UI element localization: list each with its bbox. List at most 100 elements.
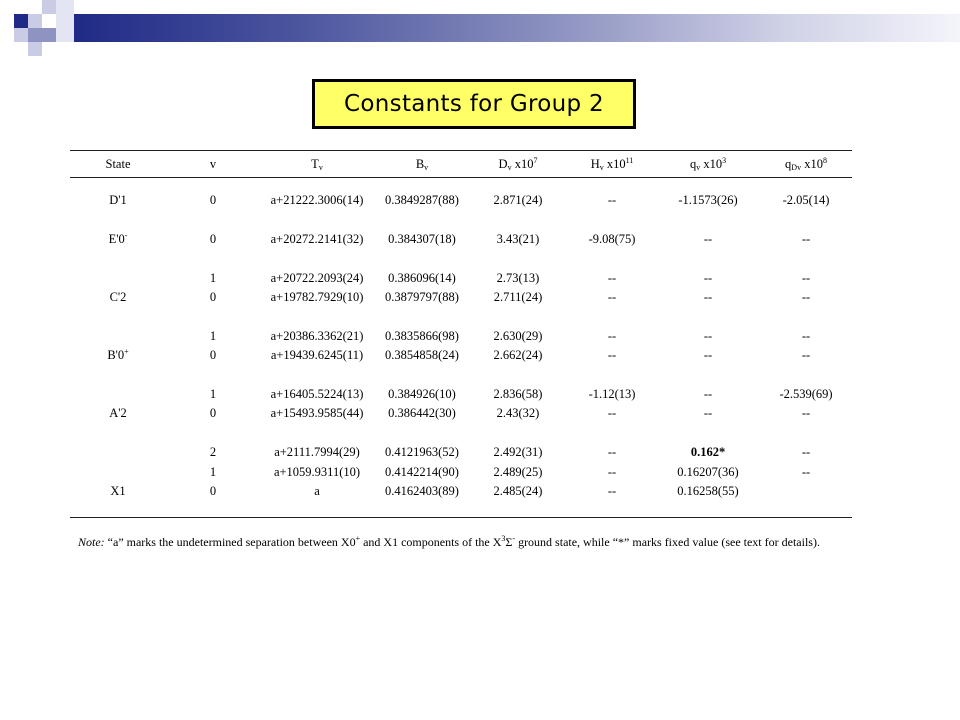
cell-bv: 0.386096(14) — [388, 271, 456, 285]
deco-square — [28, 42, 42, 56]
cell-v: 0 — [209, 484, 217, 498]
cell-qdv: -- — [801, 329, 811, 343]
cell-bv: 0.384926(10) — [388, 387, 456, 401]
cell-v: 1 — [209, 329, 217, 343]
cell-dv: 3.43(21) — [496, 232, 540, 246]
cell-tv: a+1059.9311(10) — [273, 465, 361, 479]
cell-qv: -1.1573(26) — [678, 193, 738, 207]
cell-qdv: -- — [801, 445, 811, 459]
cell-tv: a+19439.6245(11) — [270, 348, 364, 362]
state-label: X1 — [110, 484, 126, 498]
cell-v: 0 — [209, 348, 217, 362]
cell-tv: a+16405.5224(13) — [270, 387, 364, 401]
deco-square — [28, 14, 42, 28]
cell-v: 1 — [209, 387, 217, 401]
cell-hv: -- — [607, 484, 617, 498]
cell-dv: 2.489(25) — [493, 465, 543, 479]
cell-hv: -- — [607, 445, 617, 459]
cell-tv: a+20386.3362(21) — [270, 329, 364, 343]
cell-hv: -- — [607, 465, 617, 479]
cell-v: 0 — [209, 193, 217, 207]
cell-qdv: -2.539(69) — [779, 387, 833, 401]
table-top-rule — [70, 150, 852, 151]
table-bottom-rule — [70, 517, 852, 518]
cell-dv: 2.836(58) — [493, 387, 543, 401]
cell-bv: 0.4142214(90) — [385, 465, 459, 479]
cell-bv: 0.4121963(52) — [385, 445, 459, 459]
cell-hv: -1.12(13) — [588, 387, 636, 401]
cell-hv: -- — [607, 406, 617, 420]
deco-square — [42, 0, 56, 14]
cell-qv: -- — [703, 348, 713, 362]
cell-qdv: -- — [801, 232, 811, 246]
header-hv: Hv x1011 — [590, 156, 634, 172]
cell-bv: 0.386442(30) — [388, 406, 456, 420]
cell-qv: -- — [703, 271, 713, 285]
cell-qdv: -- — [801, 406, 811, 420]
cell-dv: 2.43(32) — [496, 406, 540, 420]
cell-dv: 2.485(24) — [493, 484, 543, 498]
header-band — [74, 14, 960, 42]
cell-bv: 0.4162403(89) — [385, 484, 459, 498]
cell-tv: a — [314, 484, 320, 498]
state-label: B'0+ — [107, 347, 129, 363]
cell-qdv: -- — [801, 465, 811, 479]
header-dv: Dv x107 — [498, 156, 538, 172]
cell-dv: 2.492(31) — [493, 445, 543, 459]
cell-bv: 0.384307(18) — [388, 232, 456, 246]
cell-dv: 2.662(24) — [493, 348, 543, 362]
slide-title: Constants for Group 2 — [312, 79, 636, 129]
cell-hv: -- — [607, 193, 617, 207]
header-state: State — [105, 157, 131, 171]
cell-dv: 2.73(13) — [496, 271, 540, 285]
table-header-rule — [70, 177, 852, 178]
deco-square — [28, 28, 42, 42]
cell-v: 0 — [209, 290, 217, 304]
cell-dv: 2.871(24) — [493, 193, 543, 207]
cell-bv: 0.3879797(88) — [385, 290, 459, 304]
deco-square — [14, 14, 28, 28]
deco-square — [56, 0, 74, 42]
cell-v: 0 — [209, 406, 217, 420]
header-v: v — [209, 157, 217, 171]
cell-dv: 2.630(29) — [493, 329, 543, 343]
header-bv: Bv — [415, 157, 429, 172]
cell-hv: -- — [607, 290, 617, 304]
table-note: Note: “a” marks the undetermined separat… — [78, 534, 820, 550]
cell-qv: 0.162* — [690, 445, 726, 459]
cell-tv: a+21222.3006(14) — [270, 193, 364, 207]
cell-tv: a+20272.2141(32) — [270, 232, 364, 246]
cell-bv: 0.3849287(88) — [385, 193, 459, 207]
slide-title-text: Constants for Group 2 — [344, 91, 604, 117]
cell-qdv: -- — [801, 290, 811, 304]
cell-bv: 0.3854858(24) — [385, 348, 459, 362]
deco-square — [42, 28, 56, 42]
cell-qdv: -2.05(14) — [782, 193, 830, 207]
cell-bv: 0.3835866(98) — [385, 329, 459, 343]
cell-hv: -- — [607, 348, 617, 362]
cell-hv: -9.08(75) — [588, 232, 636, 246]
cell-qdv: -- — [801, 271, 811, 285]
cell-qdv: -- — [801, 348, 811, 362]
deco-square — [14, 28, 28, 42]
header-qv: qv x103 — [689, 156, 727, 172]
cell-qv: 0.16258(55) — [677, 484, 739, 498]
cell-v: 2 — [209, 445, 217, 459]
state-label: A'2 — [109, 406, 127, 420]
state-label: C'2 — [109, 290, 127, 304]
cell-qv: -- — [703, 232, 713, 246]
cell-tv: a+2111.7994(29) — [274, 445, 360, 459]
cell-qv: -- — [703, 329, 713, 343]
header-qdv: qDv x108 — [785, 156, 827, 172]
cell-tv: a+19782.7929(10) — [270, 290, 364, 304]
cell-v: 1 — [209, 465, 217, 479]
cell-qv: -- — [703, 290, 713, 304]
state-label: D'1 — [109, 193, 127, 207]
cell-tv: a+20722.2093(24) — [270, 271, 364, 285]
cell-hv: -- — [607, 329, 617, 343]
state-label: E'0- — [108, 231, 128, 247]
header-tv: Tv — [311, 157, 323, 172]
cell-qv: -- — [703, 387, 713, 401]
cell-qv: 0.16207(36) — [677, 465, 739, 479]
cell-qv: -- — [703, 406, 713, 420]
